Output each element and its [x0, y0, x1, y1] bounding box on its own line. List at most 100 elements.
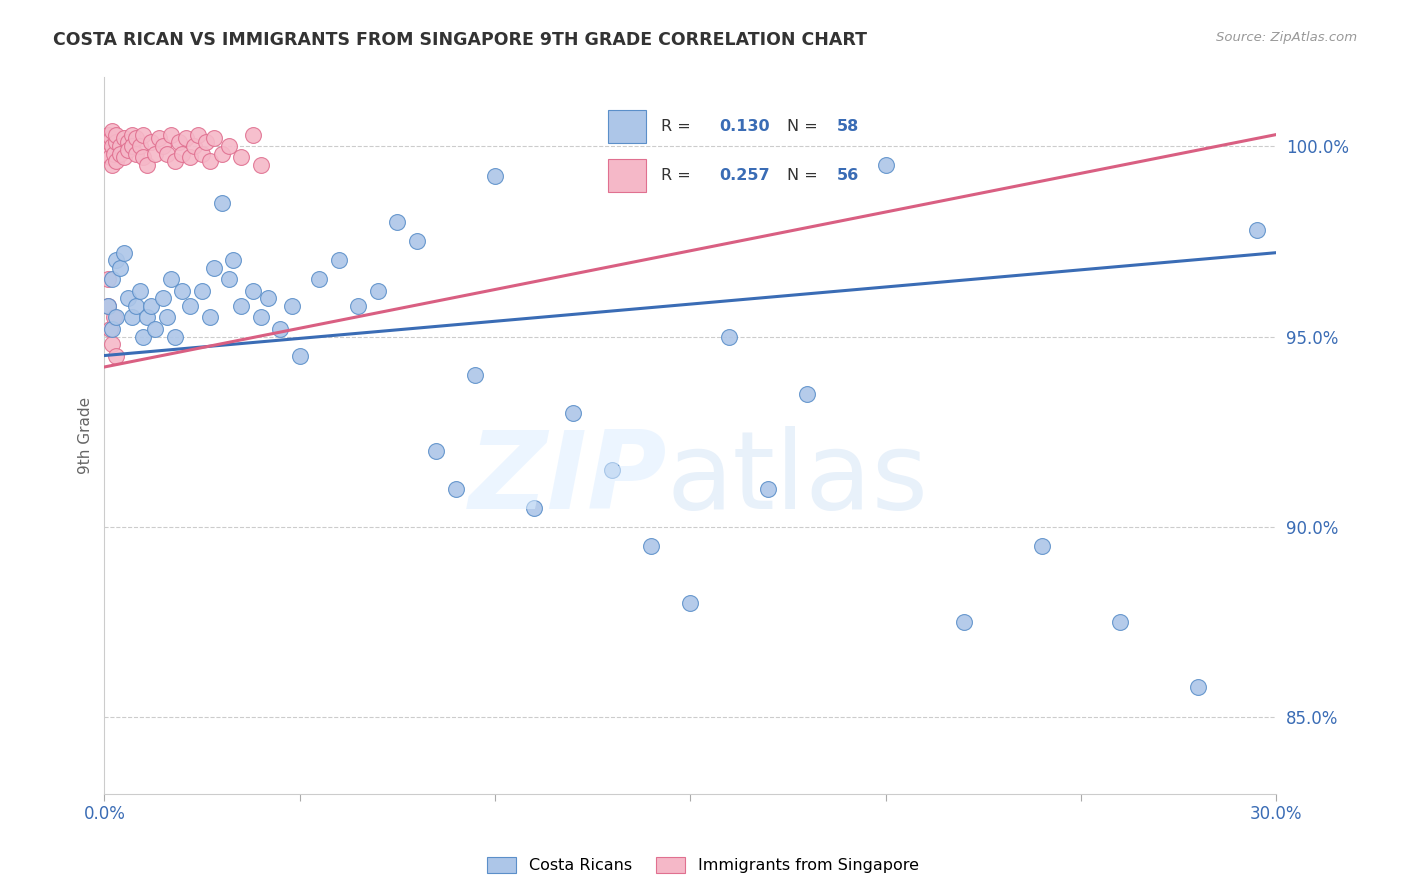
Point [117, 292, 139, 306]
Point [1031, 539, 1053, 553]
Point [1187, 680, 1209, 694]
Point [101, 322, 124, 336]
Point [108, 260, 131, 275]
Point [308, 272, 330, 286]
Point [105, 349, 128, 363]
Point [444, 482, 467, 496]
Point [121, 139, 143, 153]
Point [249, 310, 271, 325]
Point [141, 135, 163, 149]
Point [101, 139, 124, 153]
Point [163, 329, 186, 343]
Point [211, 146, 233, 161]
Point [141, 299, 163, 313]
Point [101, 272, 124, 286]
Point [600, 463, 623, 477]
Text: atlas: atlas [666, 425, 929, 532]
Point [218, 139, 240, 153]
Point [105, 253, 128, 268]
Point [176, 131, 198, 145]
Point [121, 128, 143, 142]
Point [167, 135, 190, 149]
Point [952, 615, 974, 630]
Point [100, 131, 122, 145]
Point [132, 128, 155, 142]
Point [191, 284, 214, 298]
Text: COSTA RICAN VS IMMIGRANTS FROM SINGAPORE 9TH GRADE CORRELATION CHART: COSTA RICAN VS IMMIGRANTS FROM SINGAPORE… [53, 31, 868, 49]
Point [98, 135, 121, 149]
Point [108, 139, 131, 153]
Point [464, 368, 486, 382]
Point [194, 135, 217, 149]
Y-axis label: 9th Grade: 9th Grade [79, 397, 93, 475]
Point [103, 310, 125, 325]
Point [98, 322, 121, 336]
Point [218, 272, 240, 286]
Point [124, 131, 146, 145]
Text: Source: ZipAtlas.com: Source: ZipAtlas.com [1216, 31, 1357, 45]
Point [105, 154, 128, 169]
Point [281, 299, 304, 313]
Point [679, 596, 702, 610]
Point [148, 131, 170, 145]
Point [172, 284, 194, 298]
Text: ZIP: ZIP [468, 425, 666, 532]
Point [156, 146, 179, 161]
Point [124, 299, 146, 313]
Point [96, 139, 118, 153]
Point [191, 146, 214, 161]
Point [328, 253, 350, 268]
Point [143, 146, 166, 161]
Point [112, 245, 135, 260]
Point [159, 128, 181, 142]
Point [756, 482, 779, 496]
Point [132, 329, 155, 343]
Point [97, 299, 120, 313]
Point [128, 139, 150, 153]
Point [198, 310, 221, 325]
Point [96, 131, 118, 145]
Point [97, 128, 120, 142]
Point [523, 500, 546, 515]
Point [875, 158, 897, 172]
Point [211, 196, 233, 211]
Point [229, 299, 252, 313]
Point [117, 143, 139, 157]
Point [198, 154, 221, 169]
Point [121, 310, 143, 325]
Point [222, 253, 245, 268]
Point [101, 158, 124, 172]
Point [425, 443, 447, 458]
Point [179, 299, 201, 313]
Point [288, 349, 311, 363]
Point [105, 310, 128, 325]
Point [143, 322, 166, 336]
Point [484, 169, 506, 184]
Point [136, 310, 159, 325]
Point [156, 310, 179, 325]
Point [249, 158, 271, 172]
Point [105, 128, 128, 142]
Point [96, 272, 118, 286]
Point [242, 128, 264, 142]
Point [132, 151, 155, 165]
Point [159, 272, 181, 286]
Point [229, 151, 252, 165]
Point [101, 337, 124, 351]
Point [97, 299, 120, 313]
Point [242, 284, 264, 298]
Point [112, 131, 135, 145]
Point [1246, 223, 1268, 237]
Point [103, 146, 125, 161]
Point [183, 139, 205, 153]
Point [796, 386, 818, 401]
Point [112, 151, 135, 165]
Point [202, 260, 225, 275]
Point [152, 292, 174, 306]
Point [136, 158, 159, 172]
Point [269, 322, 291, 336]
Point [387, 215, 409, 229]
Point [152, 139, 174, 153]
Point [1108, 615, 1130, 630]
Point [640, 539, 662, 553]
